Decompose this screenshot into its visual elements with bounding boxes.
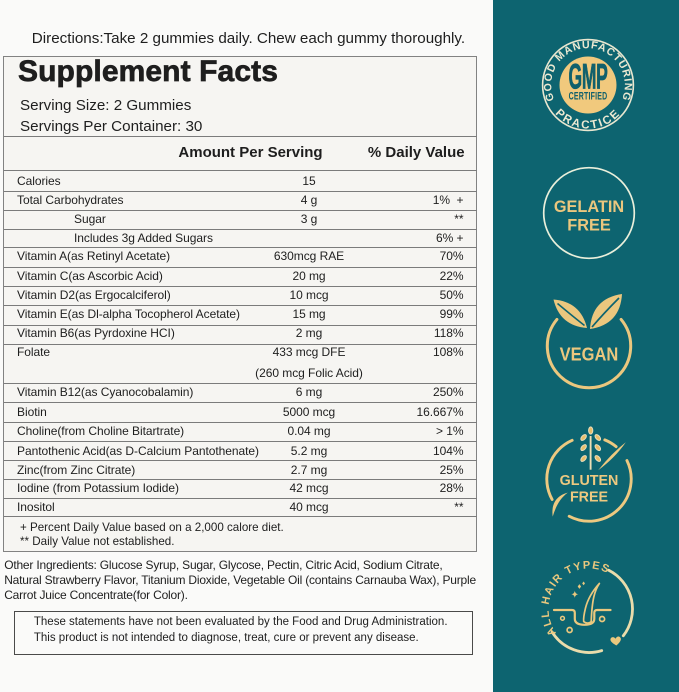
svg-text:FREE: FREE bbox=[570, 489, 608, 505]
svg-text:ALL HAIR TYPES: ALL HAIR TYPES bbox=[541, 561, 612, 638]
svg-text:FREE: FREE bbox=[567, 216, 611, 234]
svg-text:CERTIFIED: CERTIFIED bbox=[569, 90, 608, 102]
svg-text:GELATIN: GELATIN bbox=[554, 198, 624, 216]
svg-text:VEGAN: VEGAN bbox=[560, 344, 619, 365]
svg-text:GMP: GMP bbox=[569, 57, 608, 96]
svg-text:GLUTEN: GLUTEN bbox=[560, 473, 619, 489]
